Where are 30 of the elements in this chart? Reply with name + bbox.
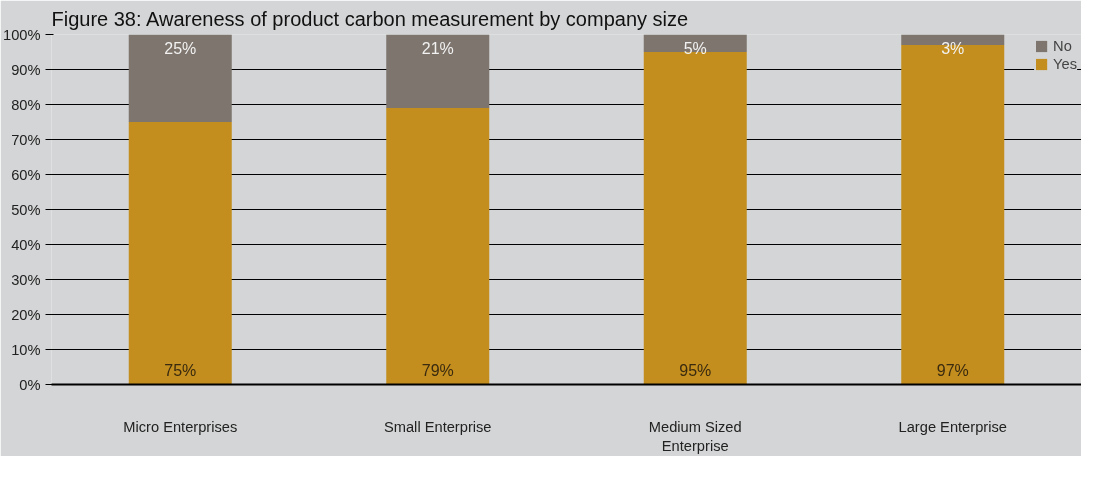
data-label: 3% <box>941 39 965 57</box>
data-label: 25% <box>164 39 197 57</box>
bar <box>643 52 747 385</box>
legend-label: No <box>1053 38 1073 54</box>
data-label: 97% <box>936 362 969 380</box>
x-tick-label: Large Enterprise <box>898 418 1007 435</box>
x-tick-label: Micro Enterprises <box>123 418 238 435</box>
y-tick-label: 100% <box>3 26 41 43</box>
bar <box>128 122 232 385</box>
y-tick-label: 70% <box>11 131 41 148</box>
x-tick-label: Small Enterprise <box>383 418 492 435</box>
y-tick-label: 0% <box>19 376 41 393</box>
x-tick-label: Medium Sized Enterprise <box>648 418 742 454</box>
y-tick-label: 30% <box>11 271 41 288</box>
y-tick-label: 50% <box>11 201 41 218</box>
legend-label: Yes <box>1053 56 1077 72</box>
data-label: 79% <box>421 362 454 380</box>
bar <box>128 34 232 122</box>
y-tick-label: 40% <box>11 236 41 253</box>
y-tick-label: 10% <box>11 341 41 358</box>
data-label: 21% <box>421 39 454 57</box>
y-tick-label: 20% <box>11 306 41 323</box>
y-tick-label: 90% <box>11 61 41 78</box>
data-label: 75% <box>164 362 197 380</box>
chart-title: Figure 38: Awareness of product carbon measurement by company size <box>51 7 689 30</box>
bar <box>386 108 490 385</box>
bar <box>386 34 490 108</box>
y-tick-label: 80% <box>11 96 41 113</box>
y-tick-label: 60% <box>11 166 41 183</box>
data-label: 95% <box>679 362 712 380</box>
